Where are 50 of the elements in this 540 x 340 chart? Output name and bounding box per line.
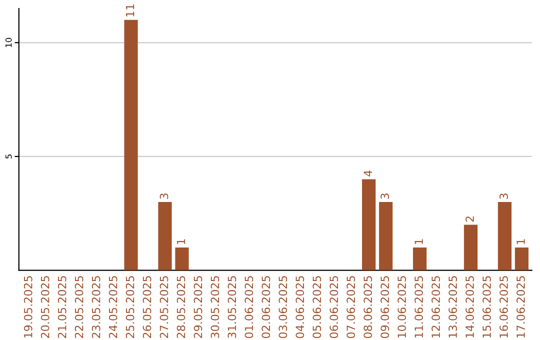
x-tick-label: 08.06.2025 — [364, 276, 372, 338]
x-tick-label: 14.06.2025 — [466, 276, 474, 338]
x-tick-label: 17.06.2025 — [516, 276, 525, 338]
x-tick-label: 19.05.2025 — [24, 276, 32, 338]
x-tick-label: 26.05.2025 — [142, 276, 152, 338]
y-tick-label: 5 — [6, 154, 12, 158]
x-tick-label: 31.05.2025 — [228, 276, 236, 338]
data-label: 4 — [364, 170, 372, 176]
x-tick-label: 13.06.2025 — [448, 276, 457, 338]
bar — [498, 202, 512, 270]
x-tick-label: 02.06.2025 — [262, 276, 270, 338]
bar — [158, 202, 172, 270]
x-tick-label: 11.06.2025 — [414, 276, 424, 338]
x-tick-label: 07.06.2025 — [346, 276, 356, 338]
data-label: 3 — [500, 194, 508, 199]
x-tick-label: 21.05.2025 — [58, 276, 66, 338]
bar — [175, 248, 189, 270]
x-tick-label: 04.06.2025 — [296, 276, 304, 338]
data-label: 1 — [516, 239, 525, 244]
x-tick-label: 30.05.2025 — [210, 276, 220, 338]
bar — [124, 20, 138, 270]
x-tick-label: 15.06.2025 — [482, 276, 491, 338]
x-tick-label: 29.05.2025 — [194, 276, 202, 338]
x-tick-label: 20.05.2025 — [40, 276, 50, 338]
x-tick-label: 22.05.2025 — [74, 276, 84, 338]
x-tick-label: 09.06.2025 — [380, 276, 390, 338]
x-tick-label: 10.06.2025 — [398, 276, 406, 338]
data-label: 3 — [380, 194, 390, 199]
x-tick-label: 05.06.2025 — [312, 276, 322, 338]
x-tick-label: 06.06.2025 — [330, 276, 338, 338]
bar — [412, 248, 427, 270]
data-label: 1 — [414, 239, 423, 244]
x-tick-label: 27.05.2025 — [160, 276, 168, 338]
x-tick-label: 23.05.2025 — [92, 276, 100, 338]
data-label: 3 — [160, 194, 168, 199]
x-tick-label: 16.06.2025 — [500, 276, 508, 338]
bar — [379, 202, 393, 270]
bar — [514, 248, 529, 270]
x-tick-label: 03.06.2025 — [278, 276, 288, 338]
bar — [362, 179, 376, 270]
x-tick-label: 25.05.2025 — [126, 276, 134, 338]
data-label: 2 — [466, 216, 474, 222]
x-tick-label: 24.05.2025 — [108, 276, 118, 338]
x-tick-label: 01.06.2025 — [244, 276, 254, 338]
data-label: 11 — [126, 4, 134, 16]
x-tick-label: 12.06.2025 — [432, 276, 440, 338]
data-label: 1 — [176, 239, 186, 244]
y-tick-label: 10 — [5, 38, 12, 48]
x-tick-label: 28.05.2025 — [176, 276, 186, 338]
bar — [464, 224, 478, 270]
